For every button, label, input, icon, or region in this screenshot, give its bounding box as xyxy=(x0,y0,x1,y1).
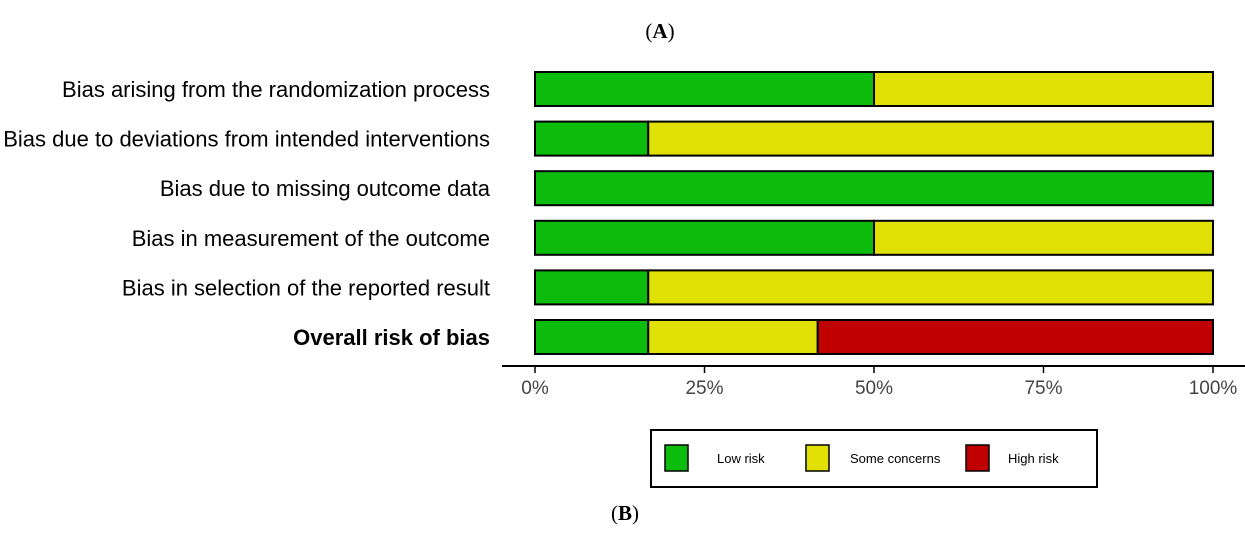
bar-segment-high xyxy=(816,319,1214,355)
legend-swatch-high xyxy=(965,444,990,472)
bar-segment-low xyxy=(534,219,875,256)
bars-layer xyxy=(534,71,1214,355)
bar-segment-some xyxy=(873,71,1214,107)
bar-segment-some xyxy=(647,120,1214,157)
legend-swatch-low xyxy=(664,444,689,472)
bar-segment-some xyxy=(647,319,819,355)
x-tick-label: 100% xyxy=(1189,378,1238,399)
x-axis: 0% 25% 50% 75% 100% xyxy=(502,365,1245,399)
category-label: Bias arising from the randomization proc… xyxy=(62,77,490,102)
panel-letter: A xyxy=(652,19,668,43)
category-label: Bias due to missing outcome data xyxy=(160,176,491,201)
category-label: Overall risk of bias xyxy=(293,325,490,350)
category-label: Bias in selection of the reported result xyxy=(122,275,490,300)
bar-segment-some xyxy=(647,269,1214,306)
x-tick-label: 75% xyxy=(1024,378,1062,399)
bar-segment-low xyxy=(534,170,1214,207)
legend-label-low: Low risk xyxy=(717,451,765,466)
category-label: Bias in measurement of the outcome xyxy=(132,226,490,251)
panel-letter: B xyxy=(618,501,632,525)
x-tick-label: 0% xyxy=(521,378,549,399)
x-tick-label: 50% xyxy=(855,378,893,399)
bar-segment-low xyxy=(534,71,875,107)
legend-label-some: Some concerns xyxy=(850,451,941,466)
x-tick-label: 25% xyxy=(685,378,723,399)
legend-swatch-some xyxy=(805,444,830,472)
legend-box xyxy=(650,429,1098,488)
bar-segment-low xyxy=(534,269,650,306)
bar-segment-low xyxy=(534,319,650,355)
legend: Low risk Some concerns High risk xyxy=(650,429,1098,488)
legend-label-high: High risk xyxy=(1008,451,1059,466)
panel-label-bottom: (B) xyxy=(611,501,639,525)
bar-segment-some xyxy=(873,219,1214,256)
panel-label-top: (A) xyxy=(645,19,674,43)
category-label: Bias due to deviations from intended int… xyxy=(3,127,490,152)
bar-segment-low xyxy=(534,120,650,157)
category-labels: Bias arising from the randomization proc… xyxy=(3,77,491,350)
